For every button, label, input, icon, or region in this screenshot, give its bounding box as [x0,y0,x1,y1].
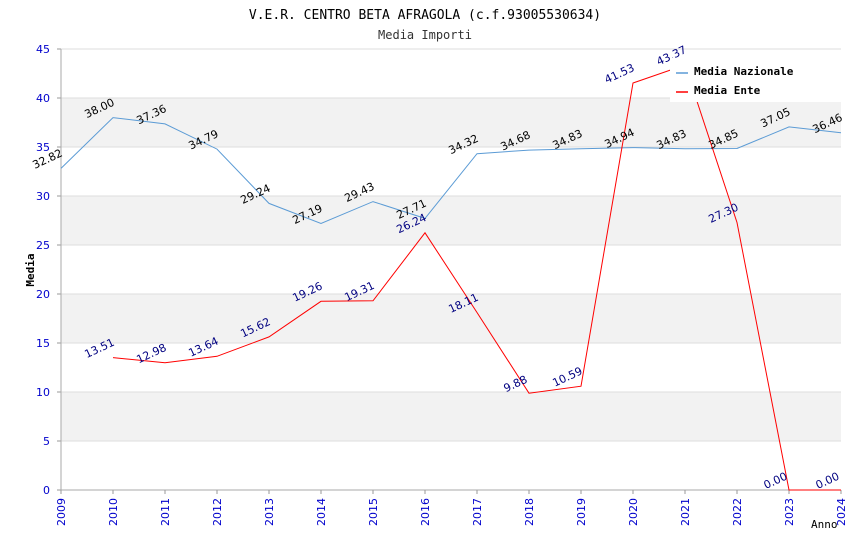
x-tick-label: 2013 [263,498,276,526]
y-tick-label: 40 [36,92,50,105]
x-tick-label: 2010 [107,498,120,526]
y-tick-label: 30 [36,190,50,203]
x-tick-labels: 2009 2010 2011 2012 2013 2014 2015 2016 2017 2018… [55,498,848,526]
chart-subtitle: Media Importi [378,28,472,42]
axes [57,48,842,494]
plot-bands [61,98,841,441]
plot-band [61,392,841,441]
data-label: 10.59 [550,364,584,389]
x-tick-label: 2019 [575,498,588,526]
y-tick-label: 20 [36,288,50,301]
series-line-nazionale [60,117,842,225]
data-label: 41.53 [602,61,636,86]
x-tick-label: 2021 [679,498,692,526]
x-axis-label: Anno [811,518,838,531]
x-tick-label: 2024 [835,498,848,526]
series-line-ente [112,64,841,491]
y-tick-label: 25 [36,239,50,252]
plot-band [61,294,841,343]
x-tick-label: 2011 [159,498,172,526]
y-tick-label: 5 [43,435,50,448]
x-tick-label: 2009 [55,498,68,526]
y-tick-label: 45 [36,43,50,56]
x-tick-label: 2014 [315,498,328,526]
y-tick-label: 35 [36,141,50,154]
plot-band [61,196,841,245]
x-tick-label: 2018 [523,498,536,526]
y-tick-label: 15 [36,337,50,350]
x-tick-label: 2012 [211,498,224,526]
series-lines [60,64,842,491]
x-tick-label: 2020 [627,498,640,526]
legend: Media Nazionale Media Ente [670,58,842,102]
data-label: 0.00 [814,470,842,492]
x-tick-label: 2023 [783,498,796,526]
x-tick-label: 2016 [419,498,432,526]
y-axis-label: Media [24,253,37,286]
x-tick-label: 2017 [471,498,484,526]
legend-label-ente: Media Ente [694,84,761,97]
plot-band [61,98,841,147]
y-tick-label: 0 [43,484,50,497]
legend-label-nazionale: Media Nazionale [694,65,794,78]
y-tick-label: 10 [36,386,50,399]
x-tick-label: 2022 [731,498,744,526]
chart-title: V.E.R. CENTRO BETA AFRAGOLA (c.f.9300553… [249,8,601,23]
legend-box [670,58,842,102]
x-tick-label: 2015 [367,498,380,526]
y-tick-labels: 0 5 10 15 20 25 30 35 40 45 [36,43,50,497]
data-label: 0.00 [762,470,790,492]
